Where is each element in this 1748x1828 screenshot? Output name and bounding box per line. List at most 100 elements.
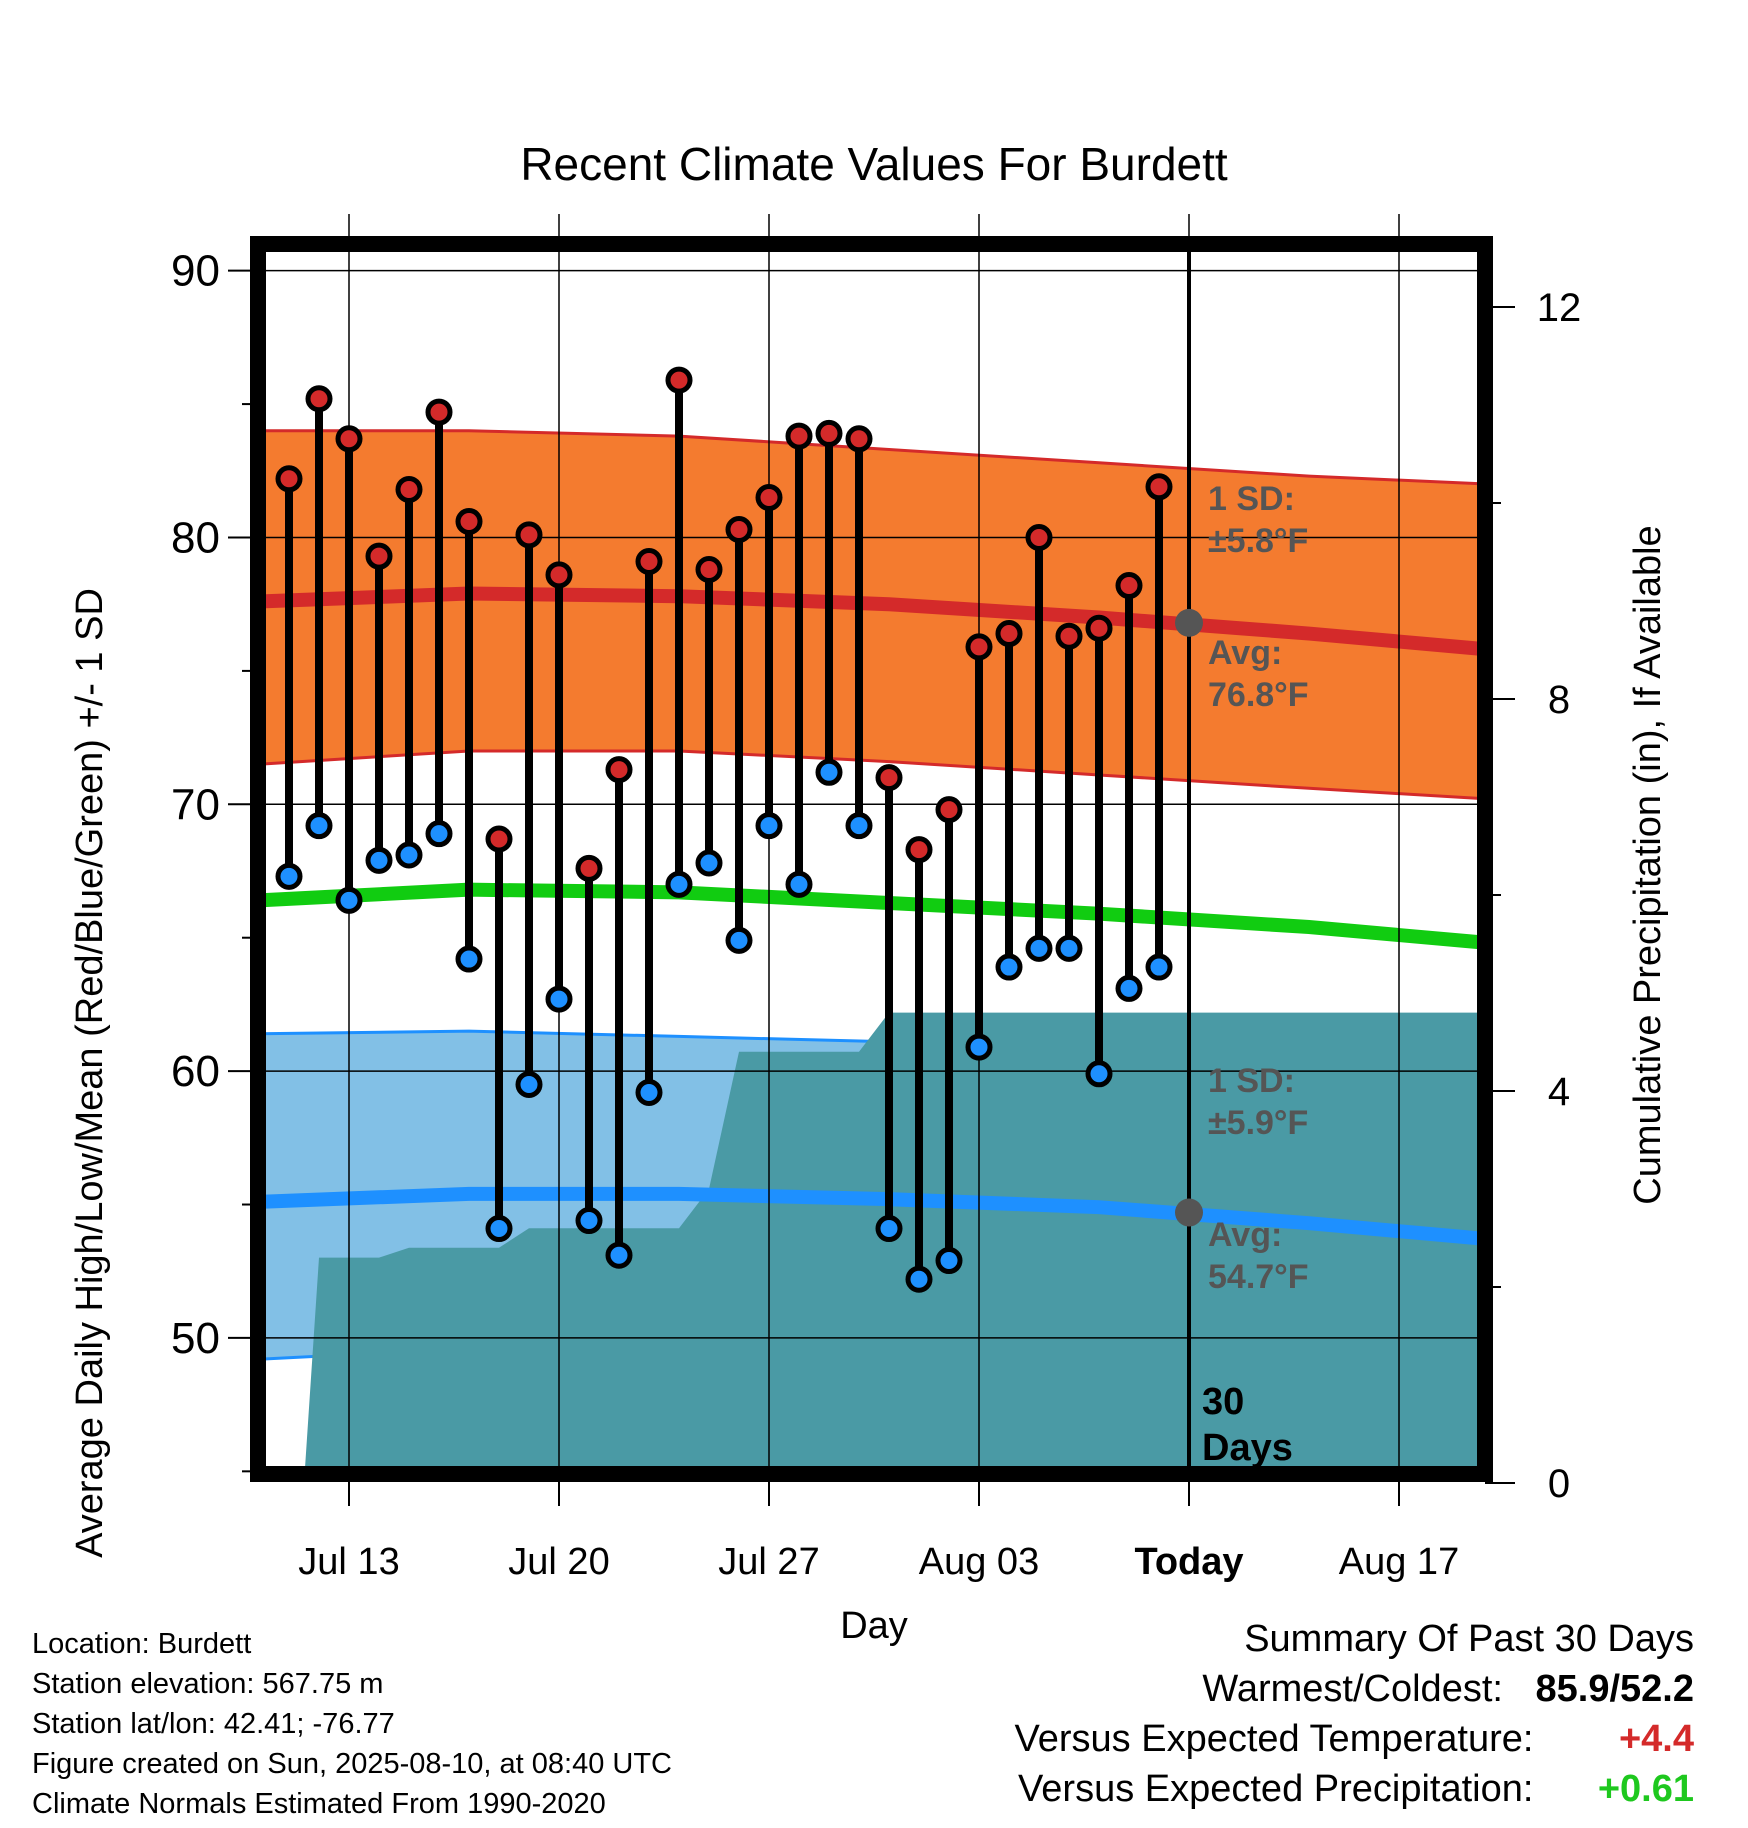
high-sd-band — [259, 430, 1485, 799]
low-point — [605, 1241, 633, 1269]
today-low-avg-marker — [1175, 1198, 1203, 1227]
high-point — [845, 425, 873, 453]
elevation-line: Station elevation: 567.75 m — [32, 1668, 384, 1700]
high-point — [755, 483, 783, 511]
high-point — [455, 507, 483, 535]
station-info: Location: Burdett Station elevation: 567… — [32, 1624, 672, 1824]
days-label-text: Days — [1202, 1427, 1293, 1469]
y2-tick-label: 0 — [1548, 1462, 1570, 1506]
created-line: Figure created on Sun, 2025-08-10, at 08… — [32, 1748, 672, 1780]
high-avg-label: Avg: — [1208, 634, 1282, 672]
high-sd-value: ±5.8°F — [1208, 522, 1308, 560]
y-tick-label: 90 — [171, 247, 220, 296]
y-tick-label: 60 — [171, 1047, 220, 1096]
low-avg-label: Avg: — [1208, 1216, 1282, 1254]
plot-frame — [250, 236, 1493, 1482]
low-point — [815, 758, 843, 786]
high-point — [965, 633, 993, 661]
low-point — [1115, 974, 1143, 1002]
low-point — [755, 812, 783, 840]
low-point — [965, 1033, 993, 1061]
chart-title: Recent Climate Values For Burdett — [520, 138, 1228, 190]
high-point — [605, 756, 633, 784]
low-point — [275, 862, 303, 890]
x-tick-label: Jul 13 — [298, 1541, 399, 1583]
y-tick-label: 50 — [171, 1314, 220, 1363]
high-point — [785, 422, 813, 450]
high-point — [665, 366, 693, 394]
low-point — [455, 945, 483, 973]
low-point — [515, 1070, 543, 1098]
high-point — [515, 521, 543, 549]
y-tick-label: 80 — [171, 513, 220, 562]
low-point — [365, 846, 393, 874]
high-point — [425, 398, 453, 426]
x-tick-label: Aug 03 — [919, 1541, 1039, 1583]
high-point — [1115, 572, 1143, 600]
high-point — [335, 425, 363, 453]
high-point — [875, 764, 903, 792]
high-point — [575, 854, 603, 882]
summary-heading: Summary Of Past 30 Days — [1244, 1618, 1694, 1660]
precip-anomaly-value: +0.61 — [1597, 1768, 1694, 1810]
low-point — [875, 1215, 903, 1243]
summary-precip-row: Versus Expected Precipitation: +0.61 — [1015, 1764, 1694, 1814]
precip-label: Versus Expected Precipitation: — [1018, 1768, 1534, 1810]
low-avg-value: 54.7°F — [1208, 1258, 1309, 1296]
y2-tick-label: 12 — [1537, 286, 1582, 330]
high-point — [1085, 614, 1113, 642]
low-point — [395, 841, 423, 869]
high-point — [485, 825, 513, 853]
low-point — [665, 870, 693, 898]
high-point — [725, 515, 753, 543]
y2-axis-label: Cumulative Precipitation (in), If Availa… — [1627, 525, 1669, 1204]
low-point — [905, 1265, 933, 1293]
low-point — [305, 812, 333, 840]
high-point — [365, 542, 393, 570]
low-point — [1085, 1060, 1113, 1088]
warmest-label: Warmest/Coldest: — [1202, 1668, 1503, 1710]
low-point — [335, 886, 363, 914]
latlon-line: Station lat/lon: 42.41; -76.77 — [32, 1708, 395, 1740]
x-tick-label: Jul 27 — [718, 1541, 819, 1583]
summary-panel: Summary Of Past 30 Days Warmest/Coldest:… — [1015, 1614, 1694, 1814]
low-point — [425, 820, 453, 848]
mean-avg-line — [258, 882, 1485, 950]
high-point — [1145, 473, 1173, 501]
normals-line: Climate Normals Estimated From 1990-2020 — [32, 1788, 606, 1820]
low-point — [635, 1078, 663, 1106]
high-point — [635, 548, 663, 576]
high-sd-label: 1 SD: — [1208, 480, 1295, 518]
low-sd-value: ±5.9°F — [1208, 1104, 1308, 1142]
low-point — [995, 953, 1023, 981]
x-tick-label: Jul 20 — [508, 1541, 609, 1583]
y-tick-label: 70 — [171, 780, 220, 829]
low-point — [785, 870, 813, 898]
low-point — [545, 985, 573, 1013]
temp-anomaly-value: +4.4 — [1618, 1718, 1694, 1760]
days-label-number: 30 — [1202, 1381, 1244, 1423]
high-point — [1055, 622, 1083, 650]
low-point — [1145, 953, 1173, 981]
low-point — [935, 1247, 963, 1275]
high-upper-line — [259, 429, 1490, 486]
location-line: Location: Burdett — [32, 1628, 252, 1660]
today-high-avg-marker — [1175, 608, 1203, 637]
low-point — [725, 926, 753, 954]
high-avg-value: 76.8°F — [1208, 676, 1309, 714]
summary-warmest-row: Warmest/Coldest: 85.9/52.2 — [1015, 1664, 1694, 1714]
summary-temp-row: Versus Expected Temperature: +4.4 — [1015, 1714, 1694, 1764]
low-point — [1055, 934, 1083, 962]
y2-tick-label: 8 — [1548, 678, 1570, 722]
x-tick-label: Today — [1134, 1541, 1243, 1583]
low-sd-label: 1 SD: — [1208, 1062, 1295, 1100]
high-point — [395, 475, 423, 503]
low-point — [1025, 934, 1053, 962]
low-point — [695, 849, 723, 877]
high-point — [275, 465, 303, 493]
low-point — [485, 1215, 513, 1243]
y2-tick-label: 4 — [1548, 1070, 1570, 1114]
high-point — [545, 561, 573, 589]
x-tick-label: Aug 17 — [1339, 1541, 1459, 1583]
